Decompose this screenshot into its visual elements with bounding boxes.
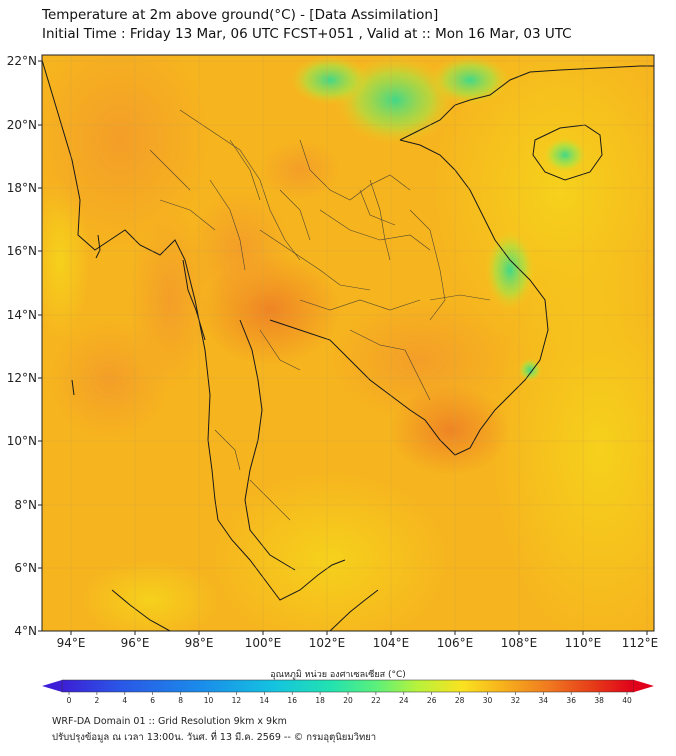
colorbar-tick-label: 38 <box>594 696 604 705</box>
colorbar-tick-label: 10 <box>204 696 214 705</box>
lon-label: 96°E <box>121 636 150 650</box>
footer-model-info: WRF-DA Domain 01 :: Grid Resolution 9km … <box>52 716 287 727</box>
lat-label: 16°N <box>7 244 37 258</box>
map-title: Temperature at 2m above ground(°C) - [Da… <box>42 7 439 23</box>
lat-label: 20°N <box>7 118 37 132</box>
colorbar-tick-label: 30 <box>483 696 493 705</box>
lat-label: 4°N <box>14 624 37 638</box>
lat-label: 6°N <box>14 561 37 575</box>
lon-label: 94°E <box>57 636 86 650</box>
colorbar-tick-label: 8 <box>178 696 183 705</box>
colorbar-tick-label: 14 <box>260 696 270 705</box>
colorbar-tick-label: 22 <box>371 696 381 705</box>
lon-label: 102°E <box>309 636 346 650</box>
colorbar-tick-label: 16 <box>287 696 297 705</box>
admin-borders <box>149 109 491 521</box>
lat-label: 22°N <box>7 54 37 68</box>
lon-label: 106°E <box>437 636 474 650</box>
lat-label: 10°N <box>7 434 37 448</box>
lon-label: 112°E <box>622 636 659 650</box>
colorbar-tick-label: 20 <box>343 696 353 705</box>
lat-label: 8°N <box>14 498 37 512</box>
colorbar-tick-label: 4 <box>122 696 127 705</box>
coastline <box>42 59 654 631</box>
lat-label: 14°N <box>7 308 37 322</box>
colorbar-tick-label: 34 <box>539 696 549 705</box>
footer-update-info: ปรับปรุงข้อมูล ณ เวลา 13:00น. วันศ. ที่ … <box>52 732 377 743</box>
map-subtitle: Initial Time : Friday 13 Mar, 06 UTC FCS… <box>42 26 572 42</box>
colorbar-tick-label: 32 <box>511 696 521 705</box>
colorbar-tick-label: 18 <box>315 696 325 705</box>
lat-label: 18°N <box>7 181 37 195</box>
lon-label: 108°E <box>501 636 538 650</box>
colorbar-tick-label: 0 <box>67 696 72 705</box>
colorbar-tick-label: 26 <box>427 696 437 705</box>
colorbar-label: อุณหภูมิ หน่วย องศาเซลเซียส (°C) <box>270 670 406 680</box>
lon-label: 98°E <box>185 636 214 650</box>
colorbar-tick-label: 40 <box>622 696 632 705</box>
temperature-field <box>42 55 654 631</box>
colorbar-tick-label: 24 <box>399 696 409 705</box>
colorbar-tick-label: 36 <box>566 696 576 705</box>
colorbar-tick-label: 6 <box>150 696 155 705</box>
colorbar: 0 2 4 6 8 10 12 14 16 18 20 22 24 26 28 30 32 34 36 38 40 <box>42 679 654 705</box>
lat-label: 12°N <box>7 371 37 385</box>
lon-label: 110°E <box>565 636 602 650</box>
colorbar-tick-label: 28 <box>455 696 465 705</box>
graticule <box>42 55 654 631</box>
plot-frame <box>41 54 655 632</box>
colorbar-tick-label: 2 <box>95 696 100 705</box>
lon-label: 104°E <box>373 636 410 650</box>
colorbar-tick-label: 12 <box>232 696 242 705</box>
axis-ticks <box>38 60 648 635</box>
lon-label: 100°E <box>245 636 282 650</box>
